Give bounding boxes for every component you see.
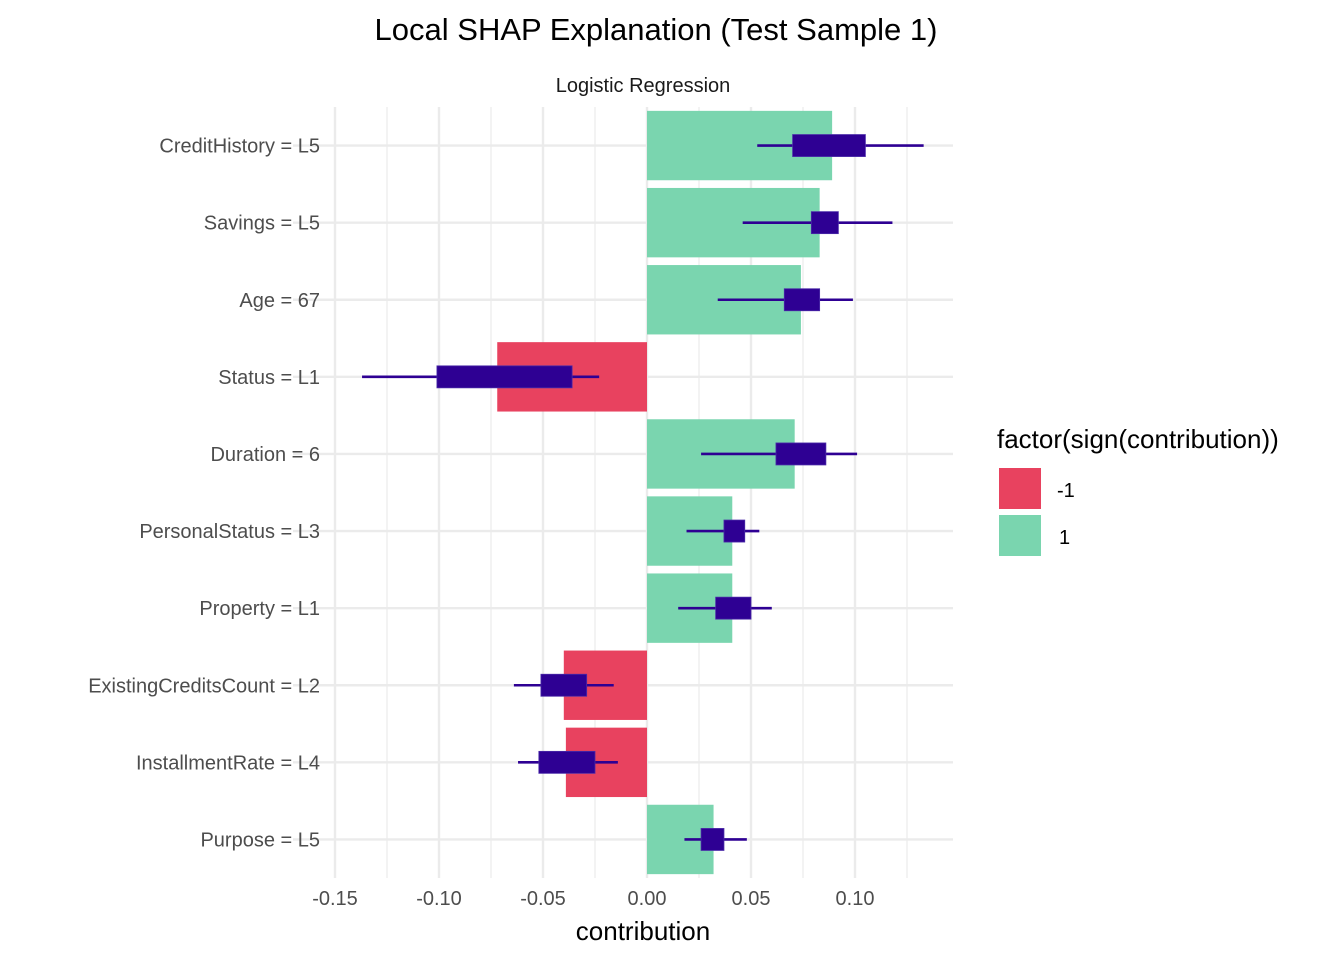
x-axis-ticks: -0.15 -0.10 -0.05 0.00 0.05 0.10 xyxy=(312,888,874,910)
x-tick-label: -0.15 xyxy=(312,888,358,910)
boxplot-box xyxy=(540,673,588,697)
boxplot-box xyxy=(715,596,752,620)
legend-swatch-negative xyxy=(999,468,1041,509)
boxplot-box xyxy=(700,828,725,851)
y-axis-label: Status = L1 xyxy=(218,367,320,389)
boxplot-box xyxy=(783,288,821,312)
x-tick-label: 0.05 xyxy=(732,888,771,910)
chart-subtitle: Logistic Regression xyxy=(556,75,731,97)
y-axis-label: Property = L1 xyxy=(199,598,320,620)
legend-label-positive: 1 xyxy=(1059,527,1070,549)
legend-title: factor(sign(contribution)) xyxy=(997,424,1279,454)
boxplot-box xyxy=(723,519,746,543)
y-axis-label: PersonalStatus = L3 xyxy=(139,521,320,543)
x-tick-label: -0.10 xyxy=(416,888,462,910)
x-tick-label: 0.00 xyxy=(628,888,667,910)
chart-title: Local SHAP Explanation (Test Sample 1) xyxy=(375,12,938,47)
y-axis-label: InstallmentRate = L4 xyxy=(136,752,320,774)
legend: factor(sign(contribution)) -1 1 xyxy=(997,424,1279,556)
y-axis-label: ExistingCreditsCount = L2 xyxy=(88,675,320,697)
y-axis-labels: CreditHistory = L5 Savings = L5 Age = 67 St… xyxy=(88,136,320,852)
y-axis-label: Age = 67 xyxy=(239,290,320,312)
legend-swatch-positive xyxy=(999,515,1041,556)
legend-label-negative: -1 xyxy=(1057,480,1075,502)
y-axis-label: Duration = 6 xyxy=(210,444,320,466)
boxplot-box xyxy=(538,750,596,774)
x-tick-label: 0.10 xyxy=(836,888,875,910)
x-tick-label: -0.05 xyxy=(520,888,566,910)
boxplot-box xyxy=(792,134,866,157)
x-axis-label: contribution xyxy=(576,916,710,946)
boxplots xyxy=(362,134,924,851)
y-axis-label: Savings = L5 xyxy=(204,213,320,235)
boxplot-box xyxy=(810,211,839,235)
y-axis-label: Purpose = L5 xyxy=(200,829,320,851)
boxplot-box xyxy=(436,365,573,389)
y-axis-label: CreditHistory = L5 xyxy=(159,136,320,158)
boxplot-box xyxy=(775,442,827,466)
